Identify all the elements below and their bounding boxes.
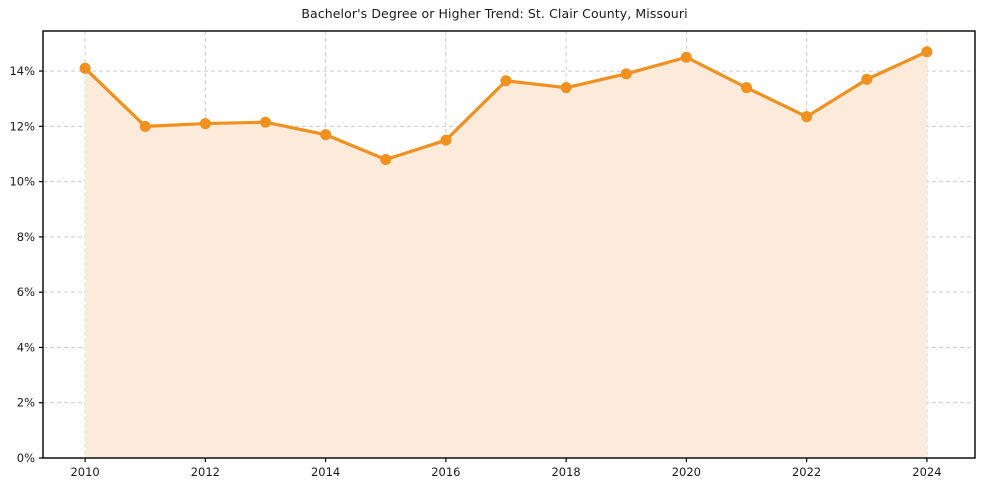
data-point-marker: [741, 82, 753, 94]
data-point-marker: [199, 118, 211, 130]
y-tick-label: 4%: [17, 340, 35, 354]
data-point-marker: [861, 73, 873, 85]
data-point-marker: [380, 154, 392, 166]
data-markers: [79, 46, 933, 166]
data-point-marker: [560, 82, 572, 94]
x-tick-label: 2012: [191, 465, 220, 479]
axes: [39, 30, 976, 462]
x-tick-label: 2014: [311, 465, 340, 479]
x-tick-label: 2016: [431, 465, 460, 479]
area-fill: [85, 51, 927, 459]
axis-frame: [42, 30, 976, 459]
y-tick-label: 10%: [9, 175, 35, 189]
chart-title: Bachelor's Degree or Higher Trend: St. C…: [301, 6, 688, 21]
data-point-marker: [801, 111, 813, 123]
data-point-marker: [921, 46, 933, 58]
data-point-marker: [79, 62, 91, 74]
x-tick-label: 2020: [672, 465, 701, 479]
x-axis-tick-labels: 2010 2012 2014 2016 2018 2020 2022 2024: [70, 465, 941, 479]
data-point-marker: [259, 116, 271, 128]
data-point-marker: [440, 134, 452, 146]
data-point-marker: [139, 120, 151, 132]
x-tick-label: 2024: [912, 465, 941, 479]
y-tick-label: 2%: [17, 396, 35, 410]
x-tick-label: 2018: [551, 465, 580, 479]
y-tick-label: 12%: [9, 119, 35, 133]
y-tick-label: 6%: [17, 285, 35, 299]
data-point-marker: [320, 129, 332, 141]
data-point-marker: [620, 68, 632, 80]
y-tick-label: 8%: [17, 230, 35, 244]
x-tick-label: 2010: [70, 465, 99, 479]
y-axis-tick-labels: 0% 2% 4% 6% 8% 10% 12% 14%: [9, 64, 35, 465]
data-point-marker: [680, 51, 692, 63]
y-tick-label: 0%: [17, 451, 35, 465]
area-path: [85, 51, 927, 459]
y-tick-label: 14%: [9, 64, 35, 78]
x-tick-label: 2022: [792, 465, 821, 479]
data-point-marker: [500, 75, 512, 87]
